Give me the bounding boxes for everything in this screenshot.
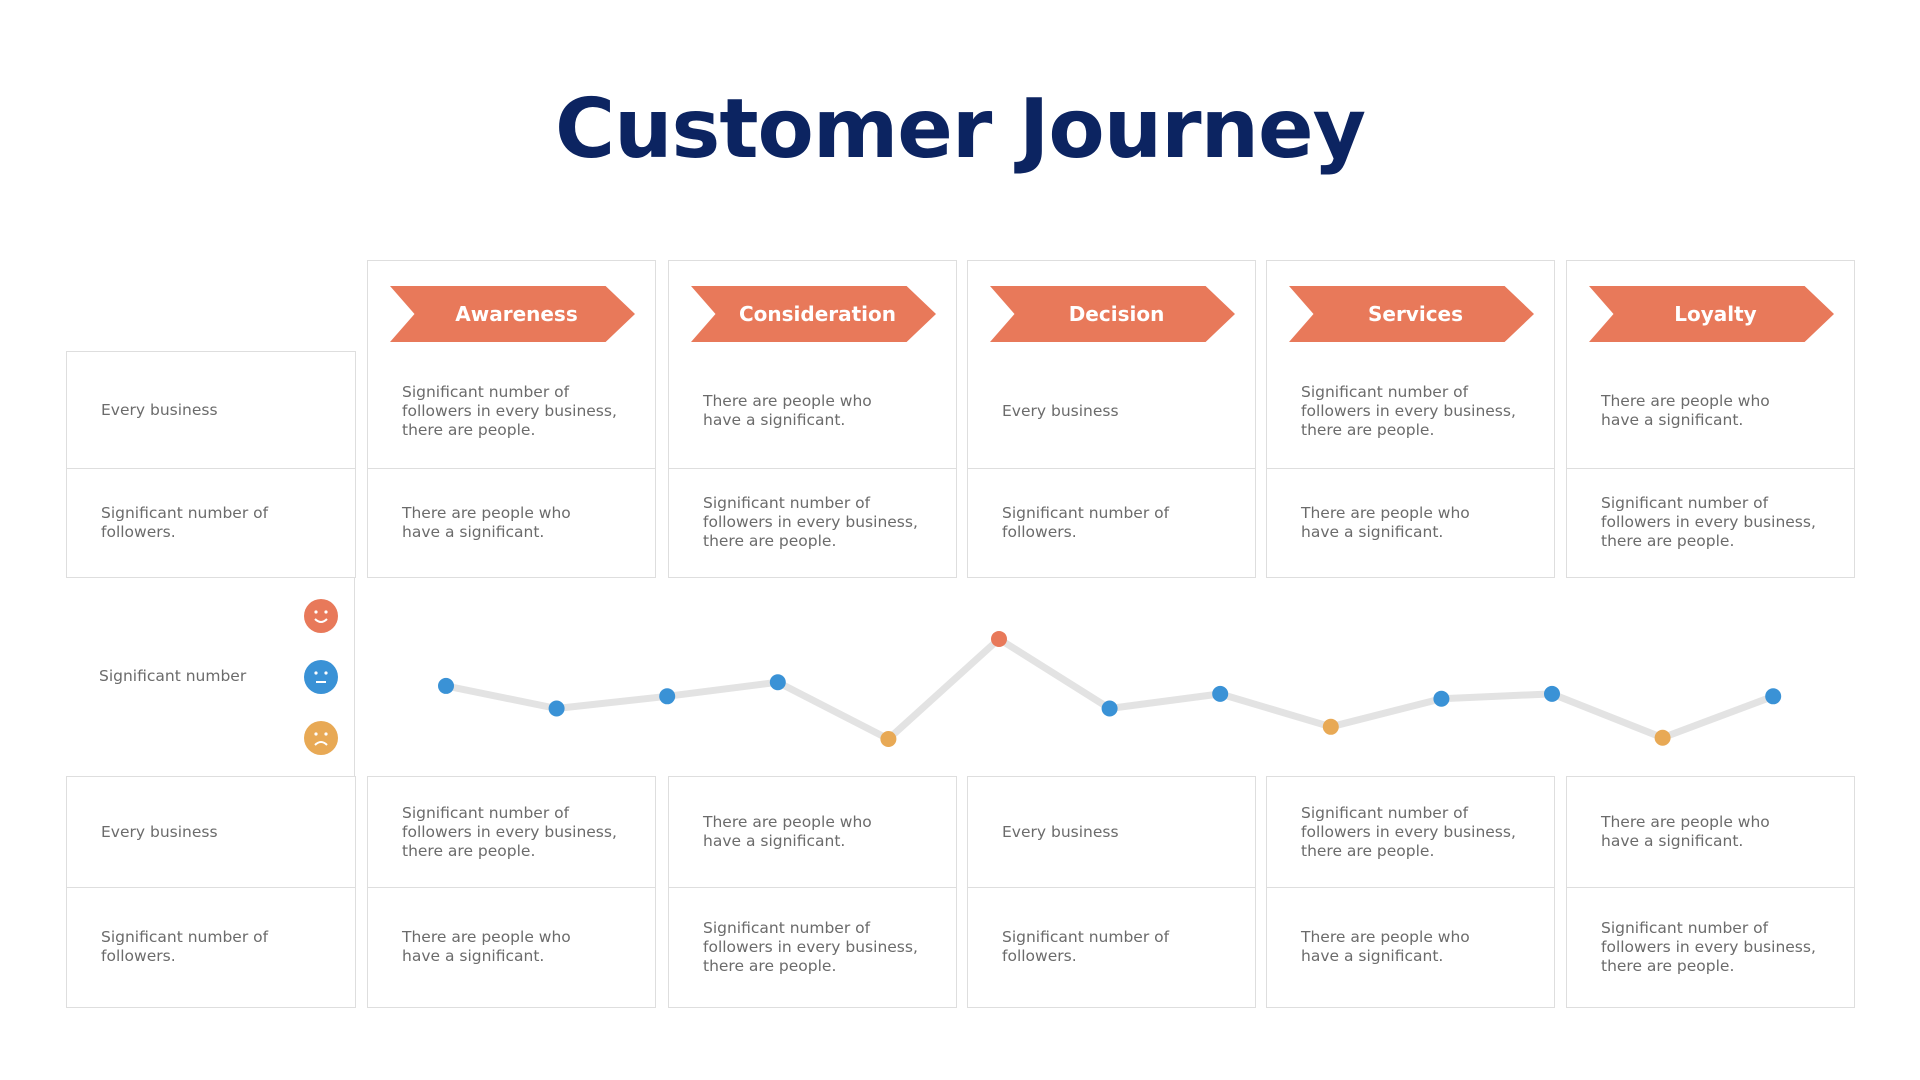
left-bottom-cell-2: Significant number of followers. [101, 928, 269, 965]
stage-consideration-bottom-box: There are people who have a significant.… [668, 776, 957, 1008]
stage-services-header: Services [1289, 286, 1534, 342]
stage-awareness-header: Awareness [390, 286, 635, 342]
divider [669, 468, 956, 469]
sentiment-point-7 [1101, 700, 1118, 717]
stage-cell: There are people who have a significant. [402, 503, 571, 541]
stage-services-bottom-box: Significant number of followers in every… [1266, 776, 1555, 1008]
sentiment-point-13 [1765, 688, 1782, 705]
divider [1567, 468, 1854, 469]
stage-cell: Significant number of followers in every… [703, 494, 918, 550]
neutral-face-icon [304, 660, 338, 694]
stage-services-top-box: Services Significant number of followers… [1266, 260, 1555, 578]
stage-cell: Significant number of followers in every… [402, 382, 617, 439]
page-title: Customer Journey [554, 82, 1366, 177]
stage-loyalty-top-box: Loyalty There are people who have a sign… [1566, 260, 1855, 578]
sentiment-point-1 [438, 677, 454, 694]
sentiment-point-5 [880, 731, 897, 747]
stage-cell: Significant number of followers. [1002, 503, 1170, 541]
divider [669, 887, 956, 888]
stage-cell: There are people who have a significant. [1601, 392, 1770, 429]
divider [67, 887, 355, 888]
left-middle-divider [354, 577, 355, 776]
stage-cell: Every business [1002, 401, 1119, 420]
sentiment-point-2 [548, 700, 565, 717]
stage-awareness-top-box: Awareness Significant number of follower… [367, 260, 656, 578]
left-bottom-cell-1: Every business [101, 822, 218, 841]
sentiment-line [445, 635, 1775, 743]
sentiment-point-8 [1212, 685, 1229, 702]
stage-cell: Significant number of followers. [1002, 928, 1170, 965]
stage-cell: Significant number of followers in every… [1301, 382, 1516, 439]
stage-loyalty-bottom-box: There are people who have a significant.… [1566, 776, 1855, 1008]
stage-cell: Significant number of followers in every… [1301, 803, 1516, 860]
stage-loyalty-header: Loyalty [1589, 286, 1834, 342]
stage-cell: Significant number of followers in every… [402, 803, 617, 860]
stage-cell: Significant number of followers in every… [1601, 918, 1816, 975]
mood-row-label: Significant number [99, 667, 247, 685]
divider [968, 887, 1255, 888]
stage-cell: Every business [1002, 822, 1119, 841]
sentiment-point-3 [659, 688, 676, 705]
stage-cell: There are people who have a significant. [402, 928, 571, 965]
stage-cell: There are people who have a significant. [1301, 928, 1470, 965]
sentiment-point-11 [1544, 685, 1560, 702]
divider [1267, 887, 1554, 888]
divider [368, 887, 655, 888]
stage-cell: Significant number of followers in every… [1601, 494, 1816, 550]
sentiment-point-10 [1433, 690, 1450, 707]
divider [968, 468, 1255, 469]
stage-cell: There are people who have a significant. [703, 813, 872, 850]
divider [368, 468, 655, 469]
stage-decision-bottom-box: Every business Significant number of fol… [967, 776, 1256, 1008]
left-bottom-box: Every business Significant number of fol… [66, 776, 356, 1008]
stage-cell: Significant number of followers in every… [703, 918, 918, 975]
sad-face-icon [304, 721, 338, 755]
left-top-cell-1: Every business [101, 400, 218, 419]
left-top-box: Every business Significant number of fol… [66, 351, 356, 578]
sentiment-point-4 [769, 674, 786, 691]
stage-cell: There are people who have a significant. [703, 392, 872, 429]
divider [1567, 887, 1854, 888]
divider [1267, 468, 1554, 469]
stage-cell: There are people who have a significant. [1601, 813, 1770, 850]
stage-decision-header: Decision [990, 286, 1235, 342]
divider [67, 468, 355, 469]
stage-awareness-bottom-box: Significant number of followers in every… [367, 776, 656, 1008]
sentiment-point-6 [991, 630, 1007, 647]
stage-consideration-header: Consideration [691, 286, 936, 342]
sentiment-point-9 [1322, 718, 1339, 735]
happy-face-icon [304, 599, 338, 633]
left-top-cell-2: Significant number of followers. [101, 503, 269, 541]
stage-decision-top-box: Decision Every business Significant numb… [967, 260, 1256, 578]
stage-cell: There are people who have a significant. [1301, 503, 1470, 541]
stage-consideration-top-box: Consideration There are people who have … [668, 260, 957, 578]
sentiment-point-12 [1654, 729, 1671, 746]
